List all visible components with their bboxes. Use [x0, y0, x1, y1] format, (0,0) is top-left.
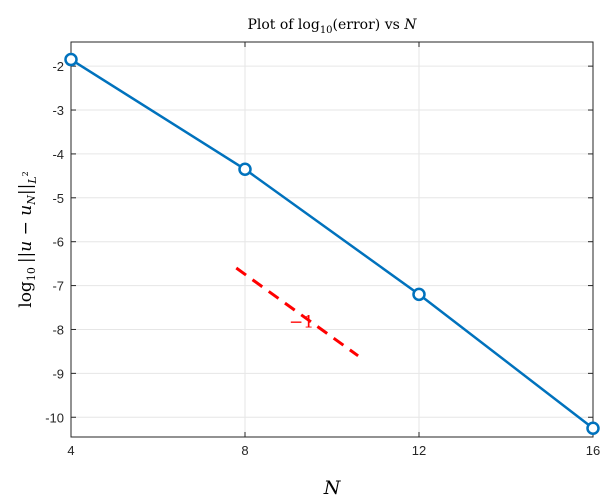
data-point	[64, 52, 78, 67]
y-axis-label: log10||u − uN||L2	[16, 171, 39, 307]
data-point	[586, 421, 600, 435]
series-line	[70, 58, 594, 430]
y-tick-label: -10	[45, 410, 64, 425]
series	[64, 52, 600, 435]
x-tick-label: 4	[67, 443, 74, 458]
data-point	[238, 162, 252, 177]
y-tick-label: -2	[52, 59, 64, 74]
ticks: 4 8 12 16 -2 -3 -4 -5 -6 -7 -8 -9 -10	[45, 42, 600, 458]
chart-title: Plot of log10(error) vs N	[247, 17, 417, 36]
grid	[70, 42, 594, 437]
reference-line-segment	[235, 266, 359, 358]
x-tick-label: 16	[586, 443, 600, 458]
y-tick-label: -8	[52, 322, 64, 337]
y-tick-label: -5	[52, 191, 64, 206]
y-tick-label: -9	[52, 366, 64, 381]
x-axis-label: N	[323, 477, 342, 499]
y-tick-label: -7	[52, 279, 64, 294]
x-tick-label: 8	[241, 443, 248, 458]
y-tick-label: -6	[52, 235, 64, 250]
reference-slope-label: −1	[289, 312, 314, 332]
reference-line: −1	[235, 266, 359, 358]
data-point	[412, 287, 426, 302]
y-tick-label: -3	[52, 103, 64, 118]
y-tick-label: -4	[52, 147, 64, 162]
plot-area	[71, 42, 593, 437]
x-tick-label: 12	[412, 443, 426, 458]
plot-frame	[70, 41, 594, 438]
